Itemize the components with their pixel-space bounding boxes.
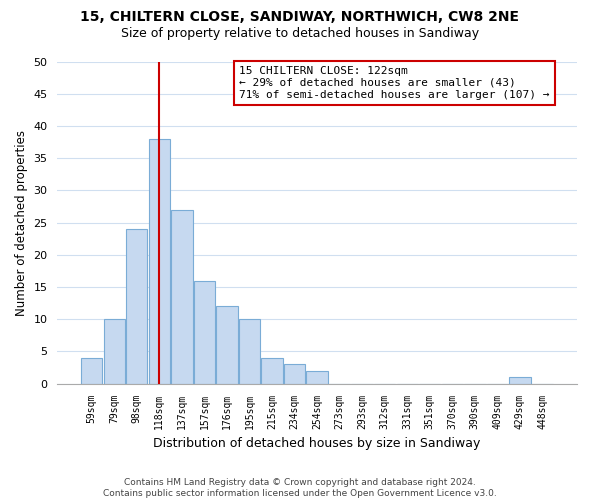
Bar — [104, 320, 125, 384]
Bar — [149, 139, 170, 384]
Bar — [81, 358, 103, 384]
Bar — [509, 378, 530, 384]
Text: 15 CHILTERN CLOSE: 122sqm
← 29% of detached houses are smaller (43)
71% of semi-: 15 CHILTERN CLOSE: 122sqm ← 29% of detac… — [239, 66, 550, 100]
Bar — [126, 229, 148, 384]
Text: 15, CHILTERN CLOSE, SANDIWAY, NORTHWICH, CW8 2NE: 15, CHILTERN CLOSE, SANDIWAY, NORTHWICH,… — [80, 10, 520, 24]
Bar — [307, 371, 328, 384]
Bar — [171, 210, 193, 384]
Bar — [284, 364, 305, 384]
Y-axis label: Number of detached properties: Number of detached properties — [15, 130, 28, 316]
X-axis label: Distribution of detached houses by size in Sandiway: Distribution of detached houses by size … — [154, 437, 481, 450]
Bar — [239, 320, 260, 384]
Bar — [216, 306, 238, 384]
Text: Contains HM Land Registry data © Crown copyright and database right 2024.
Contai: Contains HM Land Registry data © Crown c… — [103, 478, 497, 498]
Text: Size of property relative to detached houses in Sandiway: Size of property relative to detached ho… — [121, 28, 479, 40]
Bar — [194, 280, 215, 384]
Bar — [261, 358, 283, 384]
